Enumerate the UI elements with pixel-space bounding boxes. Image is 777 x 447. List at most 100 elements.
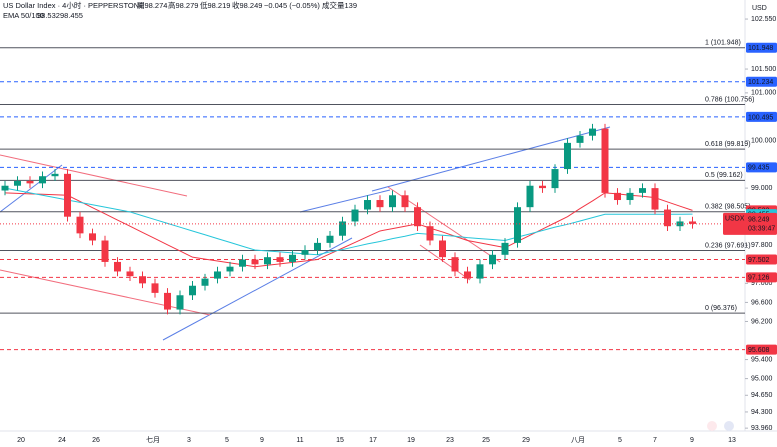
candle-body xyxy=(576,135,584,143)
ema-line xyxy=(4,187,693,256)
fib-label: 0.618 (99.819) xyxy=(705,141,751,148)
header-close: 收98.249 xyxy=(232,0,262,10)
candle-body xyxy=(226,266,234,272)
candle-body xyxy=(114,261,121,272)
price-box xyxy=(746,111,777,122)
candle-body xyxy=(664,209,671,227)
fib-label: 0.5 (99.162) xyxy=(705,172,743,179)
candle-body xyxy=(189,285,196,296)
countdown-label: 03:39:47 xyxy=(748,226,775,233)
fib-label: 0.382 (98.505) xyxy=(705,204,751,211)
header-open: 開98.274 xyxy=(137,1,167,10)
candle-body xyxy=(551,169,559,189)
x-tick-label: 11 xyxy=(296,437,303,444)
y-tick-label: 97.800 xyxy=(751,242,773,249)
candle-body xyxy=(564,142,571,170)
header-change: −0.045 (−0.05%) xyxy=(264,1,320,10)
candle-body xyxy=(626,192,634,201)
candle-body xyxy=(351,209,359,222)
trendline xyxy=(299,189,391,213)
indicator-value: 98.532 xyxy=(37,11,60,20)
header-volume: 成交量139 xyxy=(322,0,357,10)
candle-body xyxy=(539,185,546,189)
icons xyxy=(707,421,734,431)
price-box xyxy=(746,254,777,265)
fib-label: 0 (96.376) xyxy=(705,305,737,312)
candle-body xyxy=(426,226,434,241)
x-tick-label: 3 xyxy=(187,437,191,444)
candle-body xyxy=(401,195,409,208)
candle-body xyxy=(289,254,296,262)
x-tick-label: 7 xyxy=(653,437,657,444)
candle-body xyxy=(39,176,46,184)
header: US Dollar Index · 4小时 · PEPPERSTONE 開98.… xyxy=(3,0,357,20)
candle-body xyxy=(389,195,396,208)
candle-body xyxy=(101,240,109,262)
trendline xyxy=(0,154,188,197)
candle-body xyxy=(126,271,134,277)
price-box-label: 97.126 xyxy=(748,275,770,282)
candle-body xyxy=(339,221,346,236)
ema-line xyxy=(4,192,693,268)
candle-body xyxy=(214,271,221,279)
candle-body xyxy=(364,200,371,210)
candle-body xyxy=(151,283,159,293)
price-box xyxy=(746,162,777,173)
indicator-value: 98.455 xyxy=(60,11,83,20)
x-tick-label: 24 xyxy=(58,437,66,444)
price-box xyxy=(723,212,777,235)
x-tick-label: 八月 xyxy=(571,436,585,444)
candle-body xyxy=(164,292,171,310)
icon[interactable] xyxy=(707,421,717,431)
price-box xyxy=(746,42,777,53)
trendline xyxy=(162,237,353,341)
candle-body xyxy=(601,128,609,193)
price-box-label: 99.435 xyxy=(748,165,770,172)
candle-body xyxy=(51,173,59,177)
price-box xyxy=(746,272,777,283)
x-tick-label: 13 xyxy=(728,437,736,444)
y-tick-label: 97.000 xyxy=(751,280,773,287)
candle-body xyxy=(439,240,446,258)
y-tick-label: 101.500 xyxy=(751,66,776,73)
candle-body xyxy=(651,188,659,210)
price-box xyxy=(746,76,777,87)
candle-body xyxy=(676,221,684,227)
x-tick-label: 20 xyxy=(17,437,25,444)
candle-body xyxy=(514,207,521,243)
y-tick-label: 94.300 xyxy=(751,409,773,416)
x-tick-label: 29 xyxy=(522,437,530,444)
candle-body xyxy=(201,278,209,286)
candle-body xyxy=(526,185,534,208)
icon[interactable] xyxy=(724,421,734,431)
fib-label: 0.236 (97.691) xyxy=(705,242,751,249)
candle-body xyxy=(26,180,34,184)
candle-body xyxy=(326,235,334,243)
y-tick-label: 101.000 xyxy=(751,90,776,97)
y-tick-label: 96.600 xyxy=(751,299,773,306)
x-tick-label: 25 xyxy=(482,437,490,444)
candle-body xyxy=(376,200,384,208)
candle-body xyxy=(476,264,484,279)
price-box xyxy=(746,344,777,355)
candle-body xyxy=(589,128,596,136)
header-low: 低98.219 xyxy=(200,0,230,10)
candle-body xyxy=(414,207,421,227)
x-tick-label: 9 xyxy=(690,437,694,444)
y-tick-label: 95.000 xyxy=(751,375,773,382)
candle-body xyxy=(64,173,71,217)
y-tick-label: 94.650 xyxy=(751,392,773,399)
candle-body xyxy=(639,188,646,193)
candle-body xyxy=(464,271,471,279)
symbol-label: USDX xyxy=(725,216,745,223)
x-tick-label: 9 xyxy=(260,437,264,444)
candle-body xyxy=(1,185,9,191)
candle-body xyxy=(76,216,84,234)
candle-body xyxy=(14,180,21,186)
candle-body xyxy=(139,276,146,284)
candle-body xyxy=(176,295,184,310)
y-tick-label: 93.960 xyxy=(751,425,773,432)
x-tick-label: 23 xyxy=(446,437,454,444)
price-box-label: 101.234 xyxy=(748,79,773,86)
